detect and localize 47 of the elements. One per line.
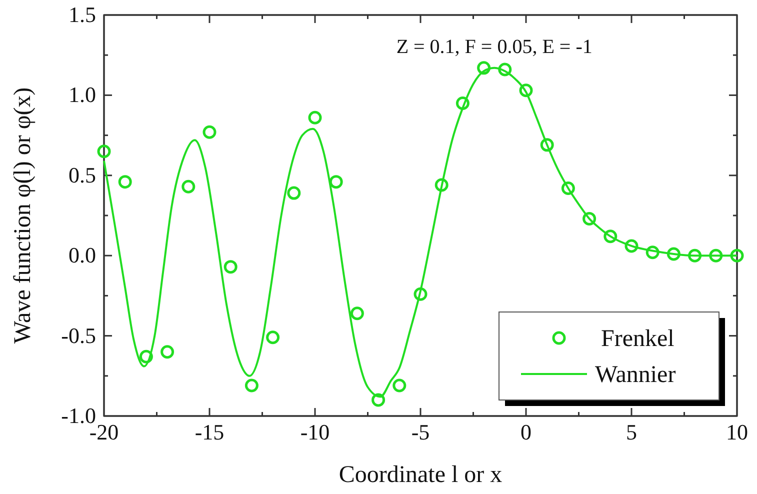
legend-label: Frenkel <box>601 326 675 352</box>
point <box>202 125 216 139</box>
point <box>350 306 364 320</box>
x-tick-label: -15 <box>194 420 224 445</box>
point <box>477 61 491 75</box>
annotation: Z = 0.1, F = 0.05, E = -1 <box>396 36 592 58</box>
y-axis-title: Wave function φ(l) or φ(x) <box>10 87 36 344</box>
y-tick-label: 1.5 <box>68 2 96 28</box>
point <box>118 175 132 189</box>
point <box>97 144 111 158</box>
point <box>160 345 174 359</box>
point <box>519 84 533 98</box>
point <box>540 138 554 152</box>
point <box>329 175 343 189</box>
y-tick-label: -0.5 <box>61 322 96 348</box>
point <box>646 246 660 260</box>
y-tick-label: 1.0 <box>68 82 96 108</box>
point <box>182 180 196 194</box>
point <box>730 248 744 262</box>
x-tick-label: 0 <box>520 420 532 445</box>
point <box>561 181 575 195</box>
point <box>287 186 301 200</box>
point <box>688 248 702 262</box>
point <box>434 178 448 192</box>
point <box>266 330 280 344</box>
x-tick-label: -5 <box>411 420 430 445</box>
point <box>414 287 428 301</box>
point <box>666 247 680 261</box>
point <box>709 248 723 262</box>
y-tick-label: 0.0 <box>68 242 96 268</box>
point <box>498 62 512 76</box>
point <box>456 96 470 110</box>
x-tick-label: 5 <box>626 420 637 445</box>
point <box>624 239 638 253</box>
x-axis-title: Coordinate l or x <box>338 462 502 488</box>
point <box>139 350 153 364</box>
point <box>224 260 238 274</box>
x-tick-label: 10 <box>726 420 748 445</box>
point <box>582 212 596 226</box>
x-tick-label: -10 <box>300 420 330 445</box>
legend-label: Wannier <box>595 362 676 388</box>
point <box>604 230 618 244</box>
y-tick-label: 0.5 <box>68 162 96 188</box>
point <box>244 378 258 392</box>
point <box>372 393 386 407</box>
point <box>392 378 406 392</box>
point <box>308 110 322 124</box>
